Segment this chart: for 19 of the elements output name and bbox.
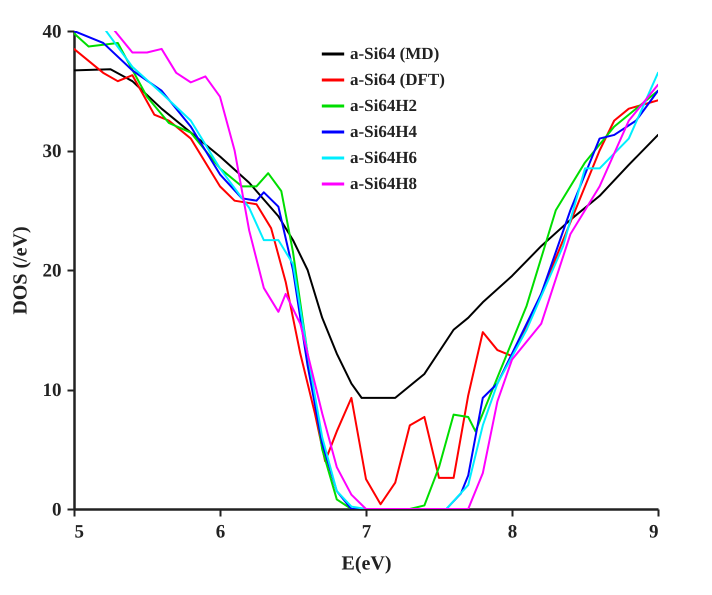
x-tick-label: 7 <box>362 522 372 542</box>
y-tick-label: 0 <box>52 500 62 520</box>
x-tick-label: 6 <box>216 522 226 542</box>
x-tick-label: 8 <box>508 522 518 542</box>
legend-label: a-Si64H4 <box>350 122 418 141</box>
y-tick-label: 30 <box>42 141 62 162</box>
y-tick-label: 40 <box>42 22 62 42</box>
x-tick-label: 5 <box>74 522 84 542</box>
legend-label: a-Si64H6 <box>350 148 418 167</box>
legend-label: a-Si64H8 <box>350 174 418 193</box>
legend-label: a-Si64 (MD) <box>350 44 440 63</box>
legend-label: a-Si64 (DFT) <box>350 70 445 89</box>
y-axis-title: DOS (/eV) <box>10 226 32 315</box>
x-axis-title: E(eV) <box>342 552 392 574</box>
x-tick-label: 9 <box>649 522 658 542</box>
y-tick-label: 20 <box>42 260 62 282</box>
line-series <box>74 68 658 399</box>
legend-label: a-Si64H2 <box>350 96 418 115</box>
y-tick-label: 10 <box>42 380 62 401</box>
